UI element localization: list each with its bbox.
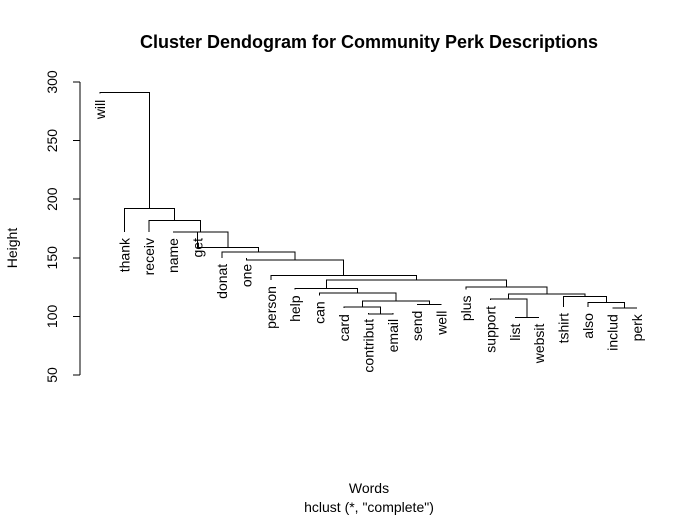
leaf-label: email [385,319,401,352]
dendrogram-link [221,251,296,261]
dendrogram-link [148,219,202,233]
dendrogram-link [465,286,548,295]
dendrogram-link [294,287,359,293]
y-tick-label: 100 [44,305,60,329]
y-axis-label: Height [4,228,20,269]
leaf-labels: will thank receiv name get donat one person help… [92,100,645,373]
leaf-label: one [238,264,254,288]
y-tick-label: 200 [44,187,60,211]
y-tick-label: 250 [44,129,60,153]
leaf-label: includ [604,314,620,351]
dendrogram-link [99,92,151,209]
leaf-label: support [482,306,498,353]
leaf-label: tshirt [556,313,572,343]
leaf-label: perk [629,313,645,341]
leaf-label: contribut [360,319,376,373]
dendrogram-link [563,295,607,308]
leaf-label: donat [214,264,230,299]
leaf-label: help [287,295,303,322]
method-sublabel: hclust (*, "complete") [304,499,434,515]
dendrogram-link [587,301,626,309]
leaf-label: well [434,311,450,336]
chart-title: Cluster Dendogram for Community Perk Des… [140,32,598,52]
dendrogram-links [99,92,637,319]
leaf-label: plus [458,295,474,321]
dendrogram-link [173,231,229,248]
leaf-label: will [92,100,108,120]
dendrogram-link [319,292,397,302]
leaf-label: send [409,311,425,341]
dendrogram-link [343,306,382,315]
x-axis-label: Words [349,480,389,496]
leaf-label: get [190,238,206,258]
dendrogram-link [245,257,345,276]
dendrogram-link [270,274,417,281]
leaf-label: also [580,313,596,339]
leaf-label: person [263,286,279,329]
y-tick-label: 300 [44,70,60,94]
leaf-label: list [507,323,523,340]
y-tick-label: 50 [44,367,60,383]
leaf-label: card [336,314,352,341]
leaf-label: websit [531,323,547,364]
y-axis: 50 100 150 200 250 300 [44,70,81,383]
leaf-label: can [312,301,328,324]
y-tick-label: 150 [44,246,60,270]
leaf-label: name [165,238,181,273]
leaf-label: receiv [141,238,157,275]
leaf-label: thank [116,237,132,272]
dendrogram-link [361,300,430,308]
